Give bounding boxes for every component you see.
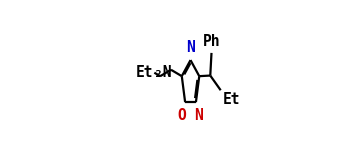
Text: O: O [178, 108, 186, 123]
Text: N: N [195, 108, 203, 123]
Text: Et: Et [136, 65, 154, 80]
Text: N: N [186, 40, 195, 55]
Text: Ph: Ph [203, 34, 220, 49]
Text: ₂N: ₂N [154, 65, 172, 80]
Text: Et: Et [222, 92, 240, 107]
